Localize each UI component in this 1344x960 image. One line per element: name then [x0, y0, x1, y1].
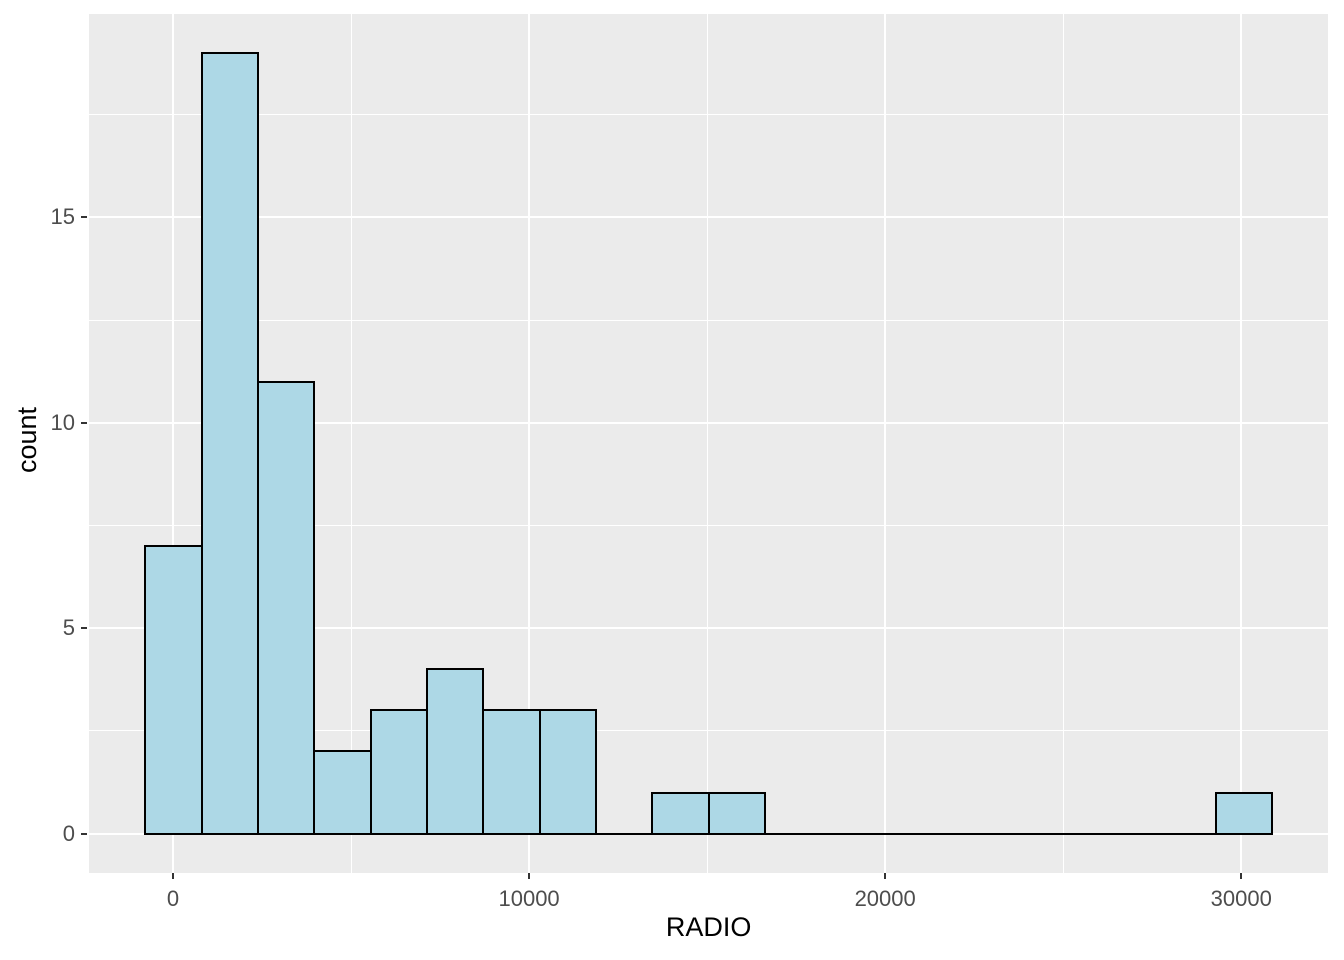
histogram-bar	[482, 709, 541, 835]
y-major-gridline	[89, 627, 1329, 630]
y-tick-mark	[81, 832, 87, 835]
y-minor-gridline	[89, 730, 1329, 732]
histogram-bar	[651, 791, 710, 835]
x-minor-gridline	[706, 14, 708, 873]
histogram-bar	[1214, 791, 1273, 835]
y-axis-title: count	[12, 406, 42, 474]
x-major-gridline	[1240, 14, 1243, 873]
x-major-gridline	[884, 14, 887, 873]
x-tick-label: 10000	[498, 886, 560, 911]
histogram-bar	[144, 545, 203, 835]
x-minor-gridline	[1062, 14, 1064, 873]
x-tick-mark	[884, 872, 887, 879]
y-tick-mark	[81, 216, 87, 219]
y-tick-mark	[81, 421, 87, 424]
histogram-bar	[200, 52, 259, 835]
y-tick-label: 0	[62, 820, 75, 846]
y-tick-mark	[81, 627, 87, 630]
x-tick-mark	[1240, 872, 1243, 879]
x-tick-mark	[528, 872, 531, 879]
y-major-gridline	[89, 216, 1329, 219]
plot-panel	[89, 14, 1329, 873]
histogram-bar	[538, 709, 597, 835]
histogram-bar	[425, 668, 485, 835]
y-tick-label: 5	[62, 615, 75, 641]
y-tick-label: 15	[50, 204, 75, 230]
x-major-gridline	[528, 14, 531, 873]
x-tick-label: 20000	[854, 886, 916, 911]
y-tick-label: 10	[50, 409, 75, 435]
histogram-bar	[256, 380, 316, 835]
histogram-bar	[313, 750, 372, 835]
x-major-gridline	[171, 14, 174, 873]
x-tick-label: 0	[166, 886, 180, 911]
x-axis-title: RADIO	[665, 912, 752, 942]
x-tick-label: 30000	[1210, 886, 1272, 911]
y-major-gridline	[89, 421, 1329, 424]
y-minor-gridline	[89, 114, 1329, 116]
x-tick-mark	[171, 872, 174, 879]
y-minor-gridline	[89, 525, 1329, 527]
histogram-bar	[369, 709, 428, 835]
histogram-bar	[707, 791, 766, 835]
y-minor-gridline	[89, 319, 1329, 321]
x-minor-gridline	[350, 14, 352, 873]
